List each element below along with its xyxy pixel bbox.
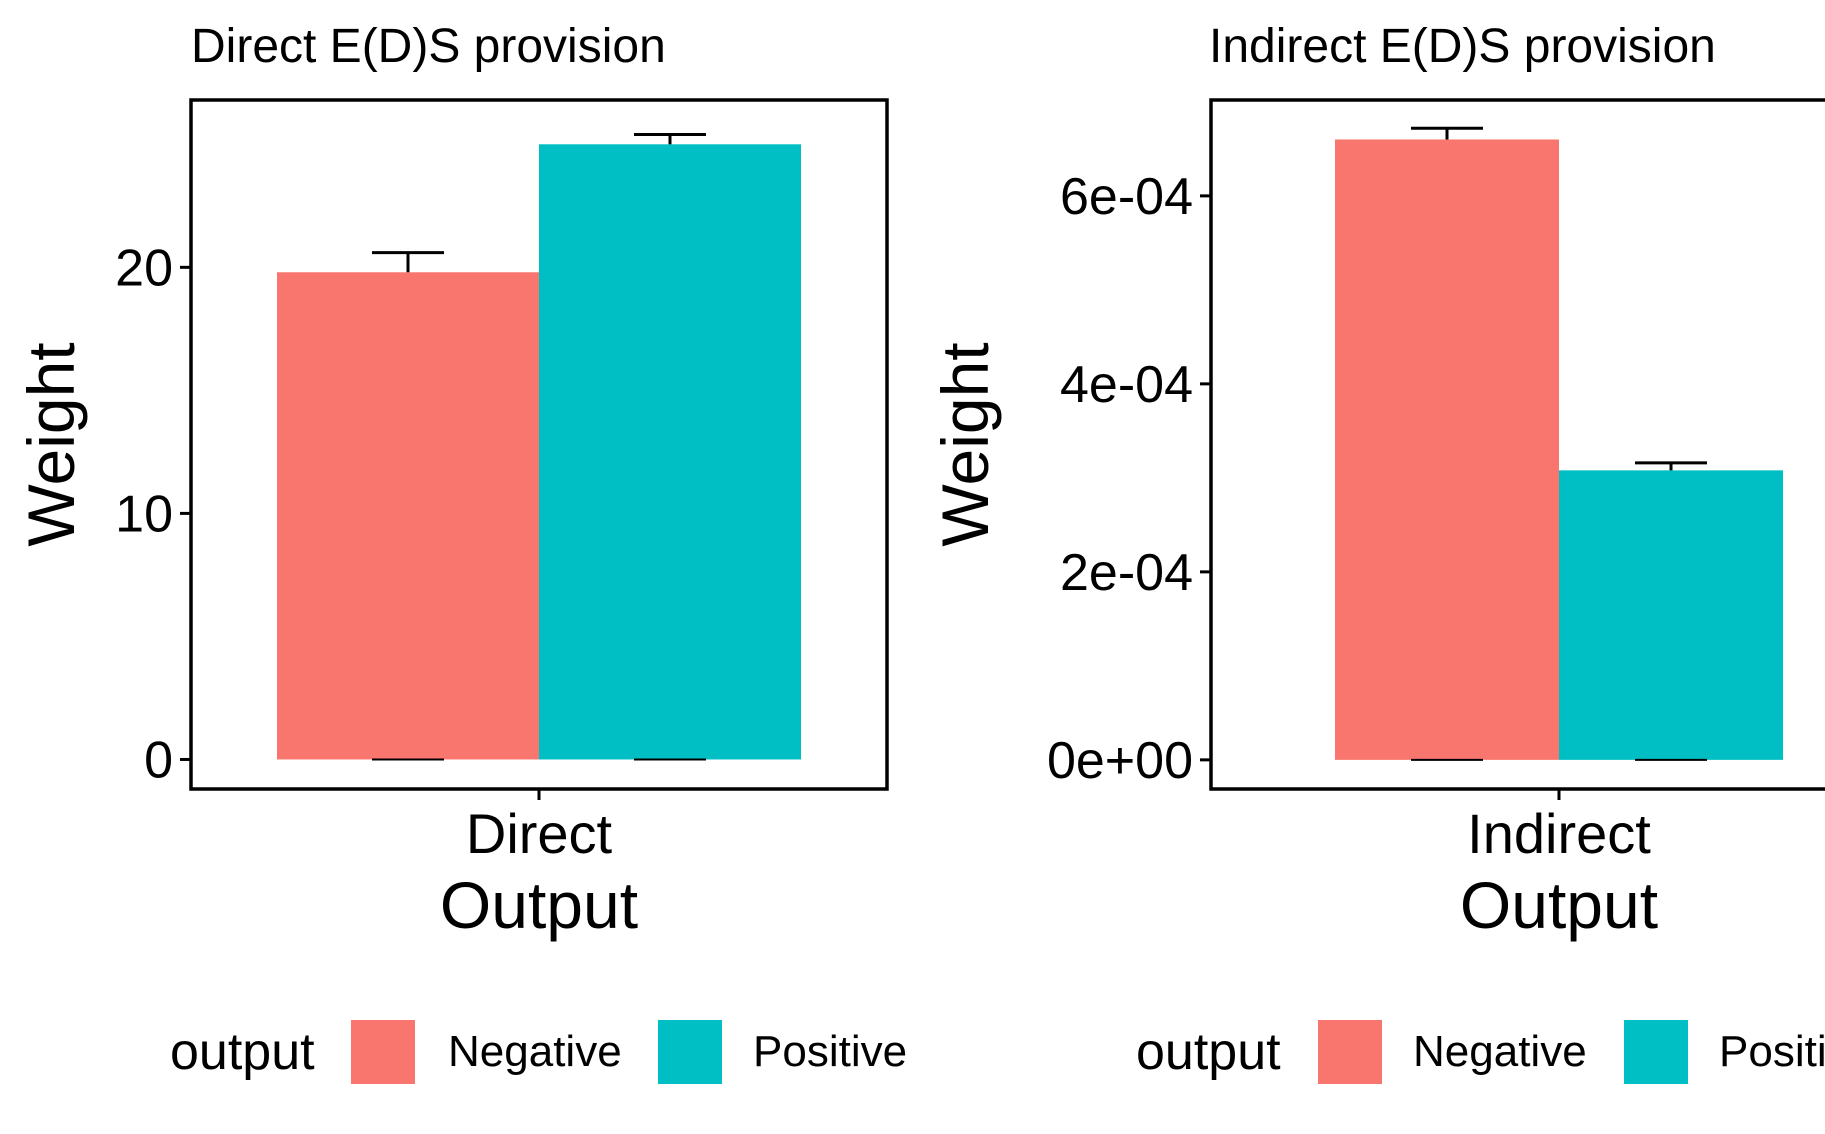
- y-tick-label: 0e+00: [1047, 732, 1193, 790]
- y-tick-label: 20: [115, 239, 173, 297]
- bar-positive: [1559, 470, 1783, 760]
- y-tick-label: 6e-04: [1060, 168, 1193, 226]
- y-tick-label: 10: [115, 485, 173, 543]
- y-tick-label: 0: [144, 731, 173, 789]
- legend-swatch-positive: [1624, 1020, 1688, 1084]
- legend: output Negative Positive: [1136, 1020, 1825, 1084]
- legend-title: output: [170, 1023, 315, 1081]
- legend-label-negative: Negative: [1413, 1027, 1587, 1076]
- legend-swatch-negative: [1318, 1020, 1382, 1084]
- bar-positive: [539, 144, 801, 760]
- legend: output Negative Positive: [170, 1020, 907, 1084]
- legend-title: output: [1136, 1023, 1281, 1081]
- y-axis-title: Weight: [928, 342, 1002, 546]
- chart-title: Direct E(D)S provision: [191, 20, 666, 73]
- bar-negative: [1335, 139, 1559, 760]
- y-tick-label: 4e-04: [1060, 356, 1193, 414]
- y-tick-label: 2e-04: [1060, 544, 1193, 602]
- x-axis-title: Output: [1460, 868, 1658, 942]
- indirect-panel: Indirect E(D)S provision 0e+00 2e-04 4e-04 6…: [928, 20, 1825, 1084]
- legend-swatch-positive: [658, 1020, 722, 1084]
- x-tick-label: Direct: [466, 802, 613, 865]
- x-tick-label: Indirect: [1467, 802, 1651, 865]
- chart-title: Indirect E(D)S provision: [1209, 20, 1716, 73]
- legend-swatch-negative: [351, 1020, 415, 1084]
- legend-label-positive: Positive: [753, 1027, 907, 1076]
- bar-negative: [277, 272, 539, 760]
- y-axis-title: Weight: [14, 342, 88, 546]
- x-axis-title: Output: [440, 868, 638, 942]
- legend-label-positive: Positive: [1719, 1027, 1825, 1076]
- legend-label-negative: Negative: [448, 1027, 622, 1076]
